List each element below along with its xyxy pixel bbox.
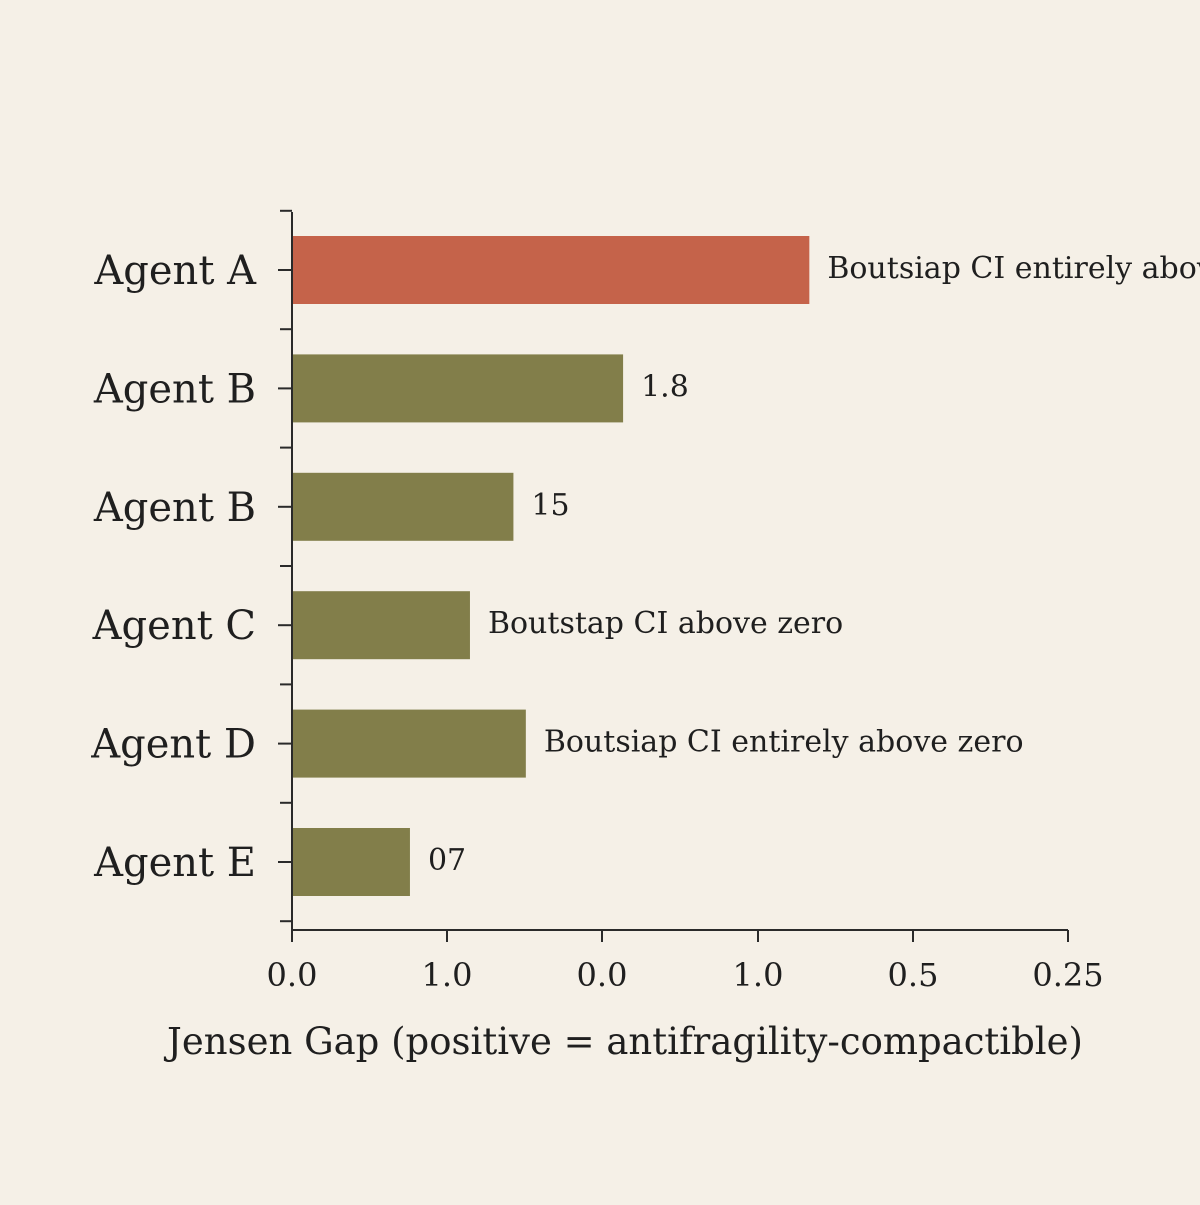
category-label: Agent B bbox=[93, 366, 256, 412]
x-tick-label: 0.25 bbox=[1032, 956, 1103, 994]
category-label: Agent C bbox=[92, 603, 256, 649]
category-label: Agent B bbox=[93, 485, 256, 531]
x-tick-label: 1.0 bbox=[733, 956, 784, 994]
bar bbox=[292, 354, 624, 423]
bar bbox=[292, 236, 810, 304]
bar bbox=[292, 828, 410, 896]
x-tick-label: 0.0 bbox=[267, 956, 318, 994]
x-axis-title: Jensen Gap (positive = antifragility-com… bbox=[163, 1020, 1083, 1063]
labels-layer: Agent A Boutsiap CI entirely above zero Ag… bbox=[90, 248, 1200, 994]
bar bbox=[292, 709, 526, 778]
data-label: 1.8 bbox=[641, 369, 689, 404]
data-label: 07 bbox=[428, 843, 466, 878]
data-label: 15 bbox=[531, 488, 569, 523]
data-label: Boutstap CI above zero bbox=[488, 606, 843, 641]
x-tick-label: 1.0 bbox=[422, 956, 473, 994]
bars-layer bbox=[292, 236, 810, 896]
x-tick-label: 0.0 bbox=[577, 956, 628, 994]
bar bbox=[292, 472, 514, 541]
category-label: Agent A bbox=[93, 248, 257, 294]
x-tick-label: 0.5 bbox=[888, 956, 939, 994]
category-label: Agent D bbox=[90, 722, 256, 768]
bar bbox=[292, 591, 470, 660]
axes-layer bbox=[278, 209, 1069, 942]
category-label: Agent E bbox=[93, 840, 256, 886]
data-label: Boutsiap CI entirely above zero bbox=[827, 251, 1200, 286]
data-label: Boutsiap CI entirely above zero bbox=[544, 725, 1024, 760]
